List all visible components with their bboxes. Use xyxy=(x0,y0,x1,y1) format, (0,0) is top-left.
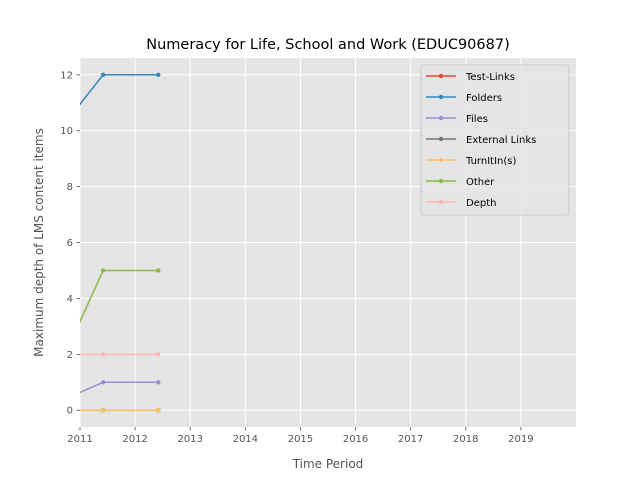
y-tick-label: 2 xyxy=(67,350,73,361)
legend-entry-folders-marker xyxy=(438,94,444,100)
series-other-point xyxy=(100,268,106,273)
x-tick-label: 2015 xyxy=(288,434,313,445)
legend-entry-turnitin-s-marker xyxy=(438,157,444,163)
y-tick-label: 4 xyxy=(67,294,73,305)
legend-entry-depth-marker xyxy=(438,199,444,205)
legend-entry-folders-label: Folders xyxy=(466,93,502,104)
legend-entry-turnitin-s: TurnItIn(s) xyxy=(426,156,516,167)
y-tick-label: 0 xyxy=(67,406,73,417)
legend-entry-test-links-label: Test-Links xyxy=(465,72,515,83)
series-files-point xyxy=(156,380,161,385)
series-files-point xyxy=(100,380,106,385)
y-axis-ticks: 0 2 4 6 8 10 12 xyxy=(60,70,80,417)
x-tick-label: 2013 xyxy=(177,434,202,445)
legend-entry-external-links-label: External Links xyxy=(466,135,536,146)
x-axis-ticks: 2011 2012 2013 2014 2015 2016 2017 2018 2019 xyxy=(67,427,534,445)
legend-entry-test-links-marker xyxy=(438,73,444,79)
legend-entry-external-links: External Links xyxy=(426,135,536,146)
legend-entry-other-marker xyxy=(438,178,444,184)
series-turnitin-s-point xyxy=(156,408,161,413)
y-tick-label: 10 xyxy=(60,126,73,137)
series-folders xyxy=(80,72,161,106)
x-tick-label: 2018 xyxy=(453,434,478,445)
x-tick-label: 2012 xyxy=(122,434,147,445)
legend: Test-Links Folders Files External Links Turn… xyxy=(420,64,570,216)
x-tick-label: 2019 xyxy=(508,434,533,445)
legend-entry-files-label: Files xyxy=(466,114,488,125)
series-depth-point xyxy=(100,352,106,357)
y-axis-label: Maximum depth of LMS content items xyxy=(32,128,46,357)
x-tick-label: 2017 xyxy=(398,434,423,445)
series-layer xyxy=(80,72,161,413)
series-other xyxy=(80,268,161,324)
series-depth-point xyxy=(156,352,161,357)
legend-entry-folders: Folders xyxy=(426,93,502,104)
legend-entry-other: Other xyxy=(426,177,495,188)
legend-entry-files-marker xyxy=(438,115,444,121)
legend-entry-test-links: Test-Links xyxy=(426,72,515,83)
series-depth xyxy=(80,352,161,357)
series-files xyxy=(80,380,161,394)
legend-entry-files: Files xyxy=(426,114,488,125)
x-axis-label: Time Period xyxy=(292,457,364,471)
legend-entry-depth: Depth xyxy=(426,198,496,209)
legend-items: Test-Links Folders Files External Links Turn… xyxy=(426,72,536,209)
legend-entry-external-links-marker xyxy=(438,136,444,142)
y-tick-label: 6 xyxy=(67,238,73,249)
legend-entry-turnitin-s-label: TurnItIn(s) xyxy=(465,156,516,167)
series-folders-point xyxy=(100,72,106,77)
chart-title: Numeracy for Life, School and Work (EDUC… xyxy=(146,37,509,53)
series-turnitin-s xyxy=(80,408,161,413)
y-tick-label: 8 xyxy=(67,182,73,193)
legend-entry-other-label: Other xyxy=(466,177,495,188)
x-tick-label: 2016 xyxy=(343,434,368,445)
series-other-point xyxy=(156,268,161,273)
y-tick-label: 12 xyxy=(60,70,73,81)
legend-box xyxy=(420,64,570,216)
legend-entry-depth-label: Depth xyxy=(466,198,496,209)
x-tick-label: 2014 xyxy=(233,434,258,445)
x-tick-label: 2011 xyxy=(67,434,92,445)
series-turnitin-s-point xyxy=(100,408,106,413)
series-folders-point xyxy=(156,72,161,77)
